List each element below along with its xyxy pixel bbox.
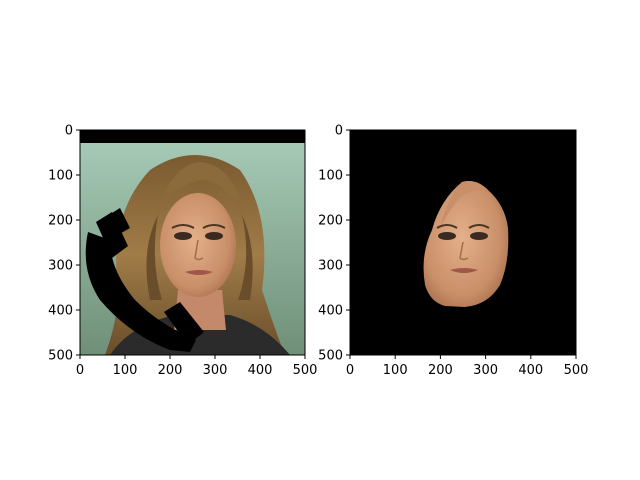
segmented-face [423,181,509,307]
right-axes: 0 100 200 300 400 500 0 100 200 300 400 500 [318,124,588,379]
x-tick-label: 100 [113,363,138,378]
x-tick-label: 400 [518,363,543,378]
x-tick-label: 300 [473,363,498,378]
x-tick-label: 400 [248,363,273,378]
y-tick-label: 200 [318,214,343,229]
right-x-ticks: 0 100 200 300 400 500 [346,355,589,378]
left-y-ticks: 0 100 200 300 400 500 [48,124,80,364]
x-tick-label: 0 [76,363,84,378]
y-tick-label: 500 [48,349,73,364]
x-tick-label: 300 [203,363,228,378]
y-tick-label: 400 [48,304,73,319]
x-tick-label: 500 [293,363,318,378]
y-tick-label: 0 [65,124,73,139]
x-tick-label: 0 [346,363,354,378]
y-tick-label: 400 [318,304,343,319]
y-tick-label: 100 [48,169,73,184]
y-tick-label: 300 [48,259,73,274]
y-tick-label: 500 [318,349,343,364]
left-axes: 0 100 200 300 400 500 0 100 200 300 400 500 [48,124,317,379]
x-tick-label: 200 [428,363,453,378]
right-y-ticks: 0 100 200 300 400 500 [318,124,350,364]
x-tick-label: 100 [383,363,408,378]
y-tick-label: 100 [318,169,343,184]
right-panel-image [350,130,576,355]
phone-occluder-icon [85,208,204,352]
x-tick-label: 500 [564,363,589,378]
y-tick-label: 300 [318,259,343,274]
x-tick-label: 200 [158,363,183,378]
left-panel-image [80,130,305,355]
y-tick-label: 0 [335,124,343,139]
left-x-ticks: 0 100 200 300 400 500 [76,355,318,378]
y-tick-label: 200 [48,214,73,229]
